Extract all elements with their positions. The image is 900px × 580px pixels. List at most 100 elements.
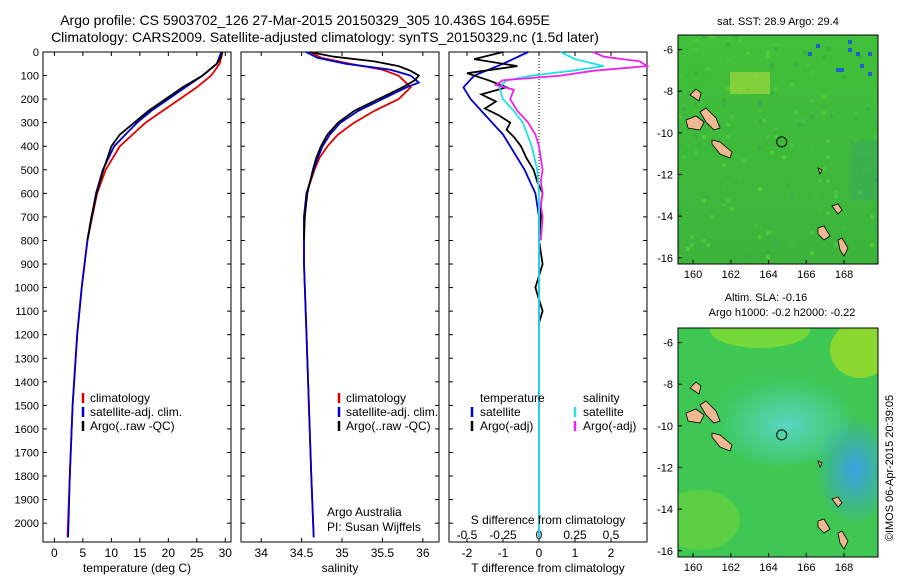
map-ytick-label: -12 — [657, 462, 673, 474]
xtick-label: -2 — [462, 546, 473, 560]
series-line-satellite-adj-clim- — [67, 51, 223, 538]
map-ytick-label: -10 — [657, 128, 673, 140]
map-xtick-label: 168 — [835, 269, 853, 281]
ytick-label: 1500 — [15, 400, 39, 412]
island-shape — [689, 88, 702, 102]
xtick-label: 2 — [608, 546, 615, 560]
sst-map — [678, 35, 878, 264]
salinity-xlabel: salinity — [322, 561, 359, 575]
map-ytick-label: -8 — [663, 86, 673, 98]
series-line-salinity-argo-adj- — [493, 51, 650, 241]
ytick-label: 1100 — [15, 306, 39, 318]
map-xtick-label: 160 — [684, 562, 702, 574]
ytick-label: 1800 — [15, 471, 39, 483]
xtick-top-label: -0.5 — [457, 528, 478, 542]
island-shape — [831, 496, 843, 508]
ytick-label: 1200 — [15, 330, 39, 342]
ytick-label: 1000 — [15, 283, 39, 295]
series-line-satellite-adj-clim- — [303, 51, 421, 538]
island-shape — [685, 115, 705, 131]
temperature-panel — [42, 51, 232, 543]
legend-label-satellite: satellite-adj. clim. — [90, 405, 182, 419]
xtick-label: 1 — [572, 546, 579, 560]
argo-location-marker — [776, 429, 788, 441]
xtick-label: 5 — [80, 546, 87, 560]
ytick-label: 1700 — [15, 447, 39, 459]
temperature-legend: climatology satellite-adj. clim. Argo(..… — [81, 391, 182, 433]
series-line-climatology — [303, 51, 412, 538]
map-xtick-label: 164 — [759, 269, 777, 281]
legend-label-climatology: climatology — [90, 391, 150, 405]
xtick-label: 10 — [105, 546, 119, 560]
map-xtick-label: 168 — [835, 562, 853, 574]
island-shape — [817, 225, 831, 241]
map-xtick-label: 160 — [684, 269, 702, 281]
island-shape — [711, 432, 733, 452]
ytick-label: 300 — [21, 118, 39, 130]
ytick-label: 0 — [33, 47, 39, 59]
map-ytick-label: -16 — [657, 546, 673, 558]
xtick-top-label: 0.5 — [603, 528, 620, 542]
island-shape — [817, 460, 823, 469]
island-shape — [699, 107, 721, 131]
difference-legend: temperature satellite Argo(-adj) salinit… — [470, 391, 636, 433]
xtick-top-label: -0.25 — [489, 528, 517, 542]
island-shape — [699, 400, 721, 424]
xtick-label: 34.5 — [290, 546, 314, 560]
xtick-label: 35 — [335, 546, 349, 560]
map-xtick-label: 164 — [759, 562, 777, 574]
salinity-annotation-line1: Argo Australia — [327, 505, 402, 519]
ytick-label: 1600 — [15, 424, 39, 436]
map-ytick-label: -6 — [663, 338, 673, 350]
ytick-label: 600 — [21, 188, 39, 200]
legend-label-satellite: satellite-adj. clim. — [346, 405, 438, 419]
map-xtick-label: 162 — [722, 269, 740, 281]
sla-map-title-line2: Argo h1000: -0.2 h2000: -0.22 — [709, 307, 856, 319]
series-line-climatology — [66, 51, 224, 538]
argo-location-marker — [776, 136, 788, 148]
map-xtick-label: 166 — [797, 562, 815, 574]
legend-label-sal-argo: Argo(-adj) — [583, 419, 636, 433]
ytick-label: 500 — [21, 165, 39, 177]
sla-map-title-line1: Altim. SLA: -0.16 — [725, 292, 808, 304]
island-shape — [837, 530, 849, 550]
xtick-label: 0 — [51, 546, 58, 560]
series-line-temperature-argo-adj- — [466, 51, 544, 324]
map-ytick-label: -10 — [657, 421, 673, 433]
temperature-xlabel: temperature (deg C) — [83, 561, 191, 575]
map-ytick-label: -8 — [663, 379, 673, 391]
legend-label-argo: Argo(..raw -QC) — [346, 419, 431, 433]
series-line-temperature-satellite — [462, 51, 540, 538]
legend-heading-salinity: salinity — [583, 391, 620, 405]
salinity-legend: climatology satellite-adj. clim. Argo(..… — [327, 391, 438, 534]
island-shape — [837, 237, 849, 257]
legend-label-sal-satellite: satellite — [583, 405, 624, 419]
xtick-label: 15 — [133, 546, 147, 560]
ytick-label: 1400 — [15, 377, 39, 389]
xtick-label: 0 — [536, 546, 543, 560]
ytick-label: 1900 — [15, 495, 39, 507]
map-ytick-label: -16 — [657, 253, 673, 265]
island-shape — [685, 408, 705, 424]
ytick-label: 400 — [21, 141, 39, 153]
xtick-label: 36 — [416, 546, 430, 560]
difference-xlabel-top: S difference from climatology — [471, 513, 626, 527]
map-ytick-label: -12 — [657, 169, 673, 181]
island-shape — [831, 203, 843, 215]
footer-credit: ©IMOS 06-Apr-2015 20:39:05 — [884, 395, 896, 541]
difference-panel — [448, 51, 648, 543]
salinity-panel — [240, 51, 440, 543]
sst-map-title: sat. SST: 28.9 Argo: 29.4 — [717, 16, 839, 28]
ytick-label: 2000 — [15, 518, 39, 530]
ytick-label: 900 — [21, 259, 39, 271]
map-xtick-label: 166 — [797, 269, 815, 281]
map-xtick-label: 162 — [722, 562, 740, 574]
xtick-label: 35.5 — [371, 546, 395, 560]
ytick-label: 1300 — [15, 353, 39, 365]
series-line-argo-raw-qc- — [303, 51, 421, 241]
ytick-label: 700 — [21, 212, 39, 224]
map-ytick-label: -6 — [663, 45, 673, 57]
xtick-label: 20 — [162, 546, 176, 560]
legend-label-argo: Argo(..raw -QC) — [90, 419, 175, 433]
chart-title-line2: Climatology: CARS2009. Satellite-adjuste… — [51, 29, 599, 45]
